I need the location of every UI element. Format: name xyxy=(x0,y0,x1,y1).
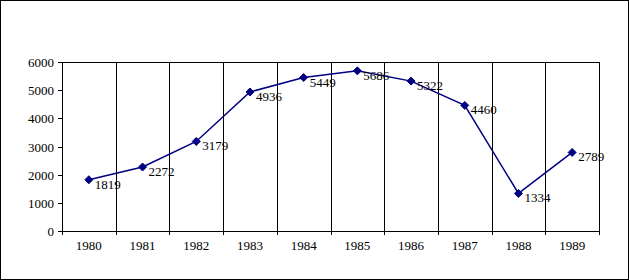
y-tick xyxy=(58,203,62,204)
y-tick-label: 2000 xyxy=(28,168,54,183)
x-tick xyxy=(277,231,278,235)
x-tick-label: 1989 xyxy=(559,238,585,253)
data-label: 5449 xyxy=(310,75,336,90)
data-label: 2272 xyxy=(149,164,175,179)
marker xyxy=(353,67,361,75)
grid-line xyxy=(169,62,170,231)
grid-line xyxy=(545,62,546,231)
marker xyxy=(300,74,308,82)
series-line xyxy=(89,71,572,194)
series xyxy=(85,67,576,198)
x-tick-label: 1985 xyxy=(344,238,370,253)
chart: 0 1000 2000 3000 4000 5000 6000 1980 1981 1982 198… xyxy=(0,0,629,280)
x-tick xyxy=(169,231,170,235)
marker xyxy=(246,88,254,96)
x-tick-label: 1981 xyxy=(130,238,156,253)
x-tick xyxy=(599,231,600,235)
x-tick-label: 1986 xyxy=(398,238,425,253)
x-tick xyxy=(116,231,117,235)
x-tick xyxy=(545,231,546,235)
y-tick-label: 6000 xyxy=(28,55,54,70)
plot-frame xyxy=(63,63,600,232)
marker xyxy=(85,176,93,184)
y-tick xyxy=(58,118,62,119)
data-label: 3179 xyxy=(202,138,228,153)
data-label: 1334 xyxy=(524,190,551,205)
x-tick-label: 1982 xyxy=(183,238,209,253)
marker xyxy=(514,189,522,197)
data-label: 5686 xyxy=(363,68,390,83)
data-label: 4460 xyxy=(471,102,497,117)
y-tick-label: 3000 xyxy=(28,140,54,155)
x-tick xyxy=(62,231,63,235)
data-label: 1819 xyxy=(95,177,121,192)
y-tick xyxy=(58,175,62,176)
x-tick xyxy=(331,231,332,235)
y-tick xyxy=(58,62,62,63)
x-tick-label: 1984 xyxy=(291,238,318,253)
x-tick xyxy=(384,231,385,235)
grid-line xyxy=(277,62,278,231)
data-label: 2789 xyxy=(578,149,604,164)
x-tick-label: 1988 xyxy=(505,238,531,253)
y-tick xyxy=(58,90,62,91)
y-tick-label: 5000 xyxy=(28,83,54,98)
data-label: 4936 xyxy=(256,89,283,104)
marker xyxy=(139,163,147,171)
x-tick xyxy=(223,231,224,235)
marker xyxy=(407,77,415,85)
chart-border xyxy=(1,1,629,280)
marker xyxy=(568,148,576,156)
marker xyxy=(192,137,200,145)
grid-line xyxy=(492,62,493,231)
y-tick-label: 4000 xyxy=(28,111,54,126)
x-tick-label: 1987 xyxy=(452,238,479,253)
y-tick xyxy=(58,147,62,148)
y-tick-label: 0 xyxy=(48,224,55,239)
y-tick xyxy=(58,231,62,232)
y-tick-label: 1000 xyxy=(28,196,54,211)
x-tick-label: 1983 xyxy=(237,238,263,253)
x-tick xyxy=(438,231,439,235)
marker xyxy=(461,101,469,109)
x-tick-label: 1980 xyxy=(76,238,102,253)
x-tick xyxy=(492,231,493,235)
grid-line xyxy=(384,62,385,231)
grid-line xyxy=(116,62,117,231)
data-label: 5322 xyxy=(417,78,443,93)
